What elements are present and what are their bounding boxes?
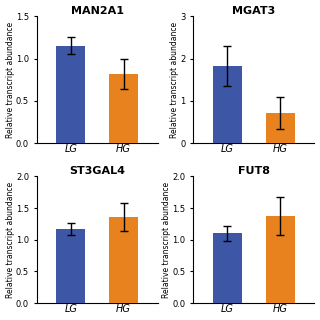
Y-axis label: Relative transcript abundance: Relative transcript abundance xyxy=(170,22,179,138)
Bar xyxy=(213,233,242,303)
Bar xyxy=(109,217,138,303)
Title: MGAT3: MGAT3 xyxy=(232,5,276,16)
Y-axis label: Relative transcript abundance: Relative transcript abundance xyxy=(5,182,14,298)
Y-axis label: Relative transcript abundance: Relative transcript abundance xyxy=(5,22,14,138)
Title: ST3GAL4: ST3GAL4 xyxy=(69,165,125,176)
Bar xyxy=(266,216,295,303)
Y-axis label: Relative transcript abundance: Relative transcript abundance xyxy=(162,182,171,298)
Title: FUT8: FUT8 xyxy=(238,165,270,176)
Title: MAN2A1: MAN2A1 xyxy=(71,5,124,16)
Bar xyxy=(266,113,295,143)
Bar xyxy=(56,229,85,303)
Bar xyxy=(213,66,242,143)
Bar xyxy=(56,46,85,143)
Bar xyxy=(109,74,138,143)
